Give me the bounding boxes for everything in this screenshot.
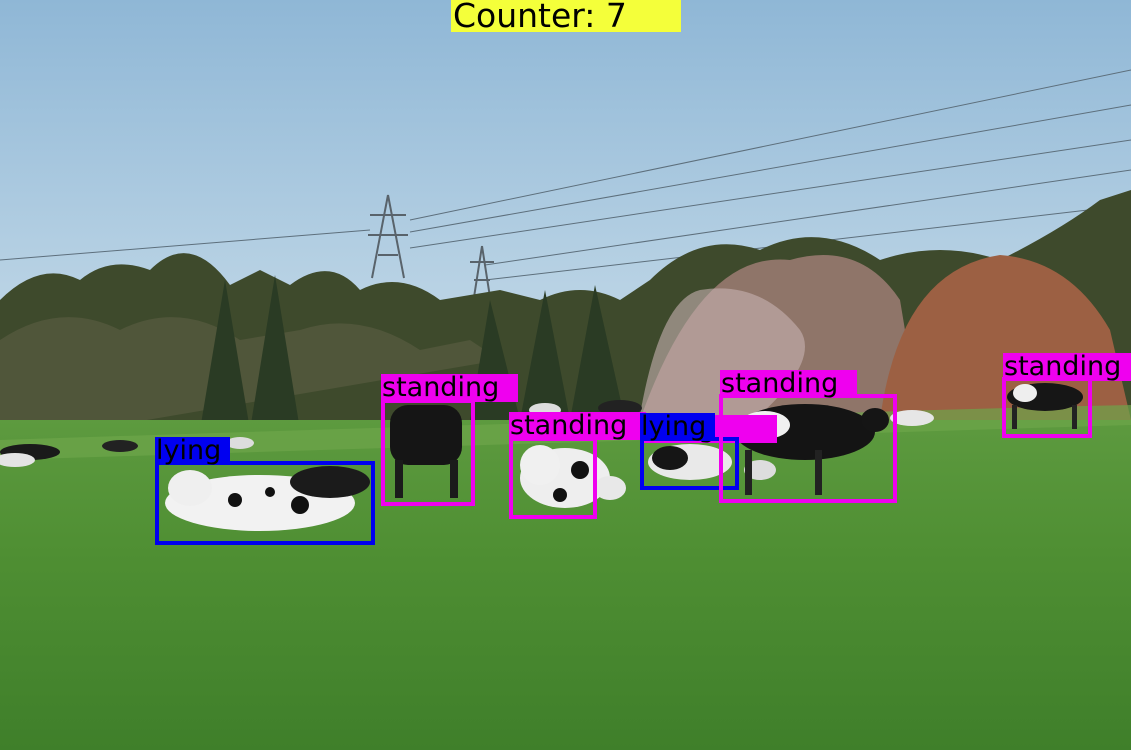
detection-label: standing [720,370,857,398]
detection-label: lying [640,413,715,441]
pylons [368,194,494,311]
detection-box [719,394,897,503]
counter-badge: Counter: 7 [451,0,681,32]
detection-label: standing [381,374,518,402]
detection-box [155,461,375,545]
detection-label: standing [1003,353,1131,381]
detection-label: lying [155,437,230,465]
detection-label: standing [509,412,646,440]
detection-box [509,437,597,519]
detection-box [381,399,475,506]
power-lines [0,69,1131,281]
detection-box [1002,377,1092,438]
